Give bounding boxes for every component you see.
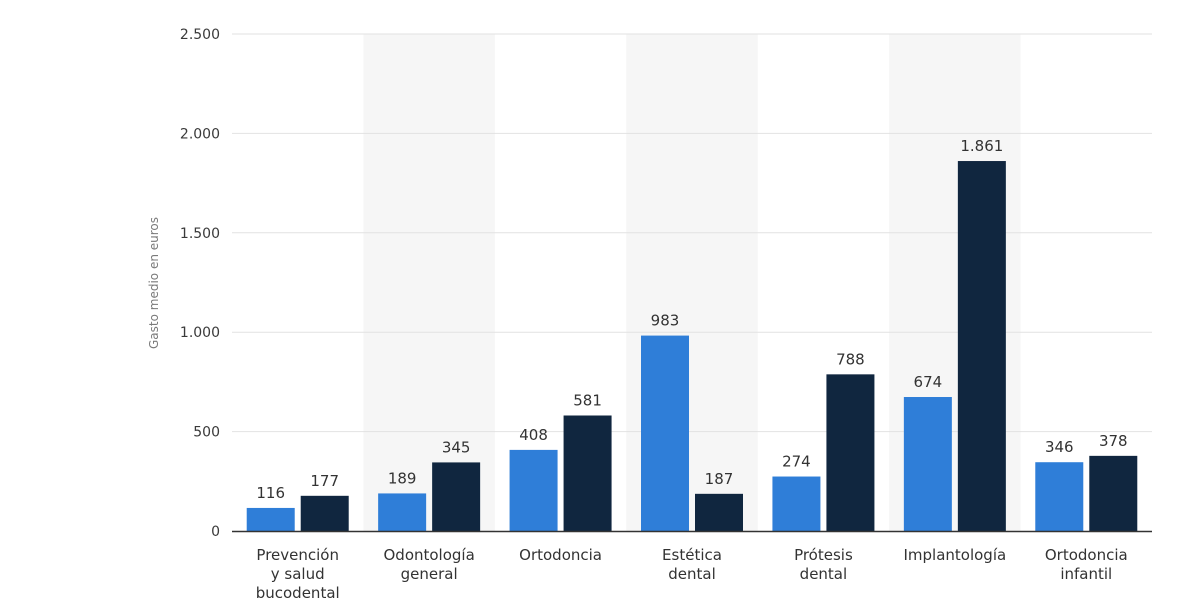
x-axis-labels: Prevención y salud bucodental Odontología ge… — [256, 546, 1128, 602]
bar — [826, 374, 875, 531]
y-tick-label: 1.500 — [180, 226, 220, 242]
x-tick-label: Prevención y salud bucodental — [256, 546, 340, 602]
data-label: 408 — [519, 426, 548, 444]
bar — [641, 335, 689, 531]
bar — [957, 161, 1006, 531]
bar — [563, 415, 612, 531]
bar — [246, 507, 295, 531]
category-band — [363, 34, 495, 531]
y-axis-label: Gasto medio en euros — [147, 217, 161, 349]
y-tick-label: 2.500 — [180, 27, 220, 43]
data-label: 788 — [836, 350, 865, 368]
data-label: 581 — [573, 391, 602, 409]
data-label: 177 — [310, 472, 339, 490]
y-tick-label: 0 — [211, 524, 220, 540]
bar — [378, 493, 427, 531]
data-labels: 116 177 189 345 408 581 983 187 274 788 674 1.861 34… — [256, 137, 1127, 502]
y-tick-label: 2.000 — [180, 126, 220, 142]
x-tick-label: Odontología general — [383, 546, 474, 583]
bar — [300, 495, 349, 531]
bar — [509, 449, 558, 531]
data-label: 189 — [388, 469, 417, 487]
data-label: 983 — [651, 312, 680, 330]
bar — [1089, 455, 1138, 531]
data-label: 346 — [1045, 438, 1074, 456]
data-label: 274 — [782, 453, 811, 471]
x-tick-label: Ortodoncia infantil — [1045, 546, 1128, 583]
data-label: 1.861 — [960, 137, 1003, 155]
bar — [432, 462, 481, 531]
bar — [695, 493, 743, 531]
y-tick-label: 1.000 — [180, 325, 220, 341]
y-axis-ticks: 0 500 1.000 1.500 2.000 2.500 — [180, 27, 220, 540]
data-label: 378 — [1099, 432, 1128, 450]
x-tick-label: Prótesis dental — [794, 546, 853, 583]
data-label: 116 — [256, 484, 285, 502]
data-label: 345 — [442, 438, 471, 456]
bar — [903, 397, 952, 531]
bars — [246, 161, 1138, 531]
y-tick-label: 500 — [193, 425, 220, 441]
x-tick-label: Implantología — [903, 546, 1006, 564]
x-tick-label: Ortodoncia — [519, 546, 602, 564]
data-label: 187 — [705, 470, 734, 488]
bar — [772, 476, 821, 531]
data-label: 674 — [914, 373, 943, 391]
x-tick-label: Estética dental — [662, 546, 722, 583]
bar — [1035, 462, 1084, 531]
